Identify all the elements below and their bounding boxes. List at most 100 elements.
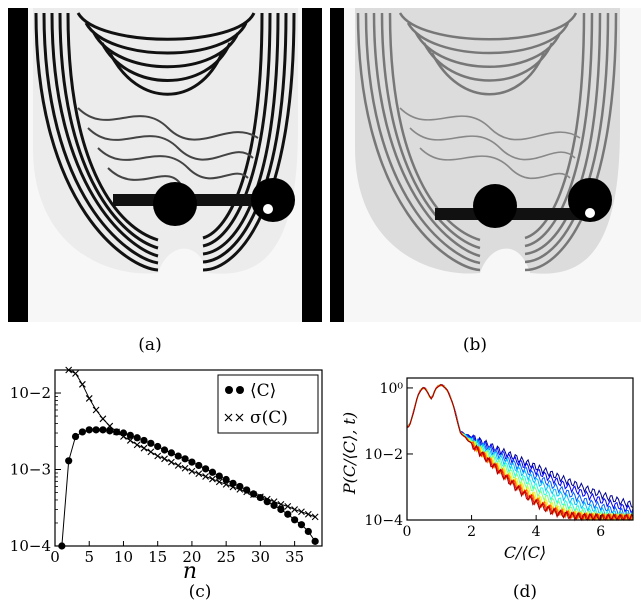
distribution-curve: [406, 383, 634, 522]
sigma-point: [161, 455, 168, 463]
sigma-point: [243, 488, 251, 496]
caption-a: (a): [138, 335, 162, 355]
chart-c-legend: ⟨C⟩ σ(C): [217, 374, 319, 434]
mean-point: [147, 439, 155, 447]
x-tick-label: 15: [148, 548, 167, 566]
sigma-point: [250, 491, 257, 498]
sigma-point: [126, 437, 134, 444]
sigma-point: [284, 502, 292, 510]
sigma-point: [256, 493, 264, 501]
photo-a-illustration: [8, 8, 322, 322]
sigma-point: [72, 370, 79, 377]
mean-point: [92, 426, 100, 434]
x-tick-label: 10: [114, 548, 133, 566]
mean-point: [188, 458, 196, 466]
sigma-point: [277, 500, 285, 508]
distribution-curve: [406, 384, 634, 515]
caption-b: (b): [462, 335, 488, 355]
mean-point: [284, 510, 292, 518]
sigma-point: [229, 483, 237, 491]
y-tick-label: 10−4: [10, 537, 51, 555]
sigma-point: [202, 473, 210, 480]
mean-point: [222, 475, 230, 484]
x-tick-label: 4: [532, 524, 541, 540]
sigma-point: [85, 395, 93, 402]
sigma-point: [167, 458, 175, 466]
legend-mean-label: ⟨C⟩: [250, 381, 276, 401]
mean-point: [154, 442, 162, 451]
mean-point: [202, 465, 210, 473]
chart-c-xlabel: n: [183, 559, 197, 582]
photo-mixing-pattern-b: [330, 8, 641, 322]
chart-c-frame: [54, 369, 323, 547]
mean-point: [304, 527, 312, 536]
mean-point: [126, 431, 134, 439]
sigma-point: [120, 433, 127, 440]
x-tick-label: 20: [182, 548, 201, 566]
sigma-point: [304, 510, 312, 518]
chart-d-frame: [406, 377, 634, 521]
chart-d-xlabel: C/⟨C⟩: [504, 543, 546, 562]
photo-mixing-pattern-a: [8, 8, 322, 322]
x-tick-label: 5: [84, 548, 94, 566]
legend-sigma-label: σ(C): [250, 408, 288, 428]
mean-point: [78, 428, 86, 436]
sigma-point: [133, 441, 141, 449]
series-mean-line: [61, 429, 316, 547]
x-tick-label: 35: [285, 548, 304, 566]
mean-point: [277, 505, 285, 514]
sigma-point: [106, 422, 114, 430]
distribution-curve: [406, 384, 634, 522]
y-tick-label: 10⁰: [380, 381, 404, 397]
y-tick-label: 10−2: [10, 384, 51, 402]
x-tick-label: 6: [596, 524, 605, 540]
distribution-curve: [406, 384, 634, 522]
mean-point: [71, 432, 80, 441]
sigma-point: [92, 406, 100, 414]
caption-d: (d): [512, 582, 538, 602]
mean-point: [119, 429, 128, 437]
sigma-point: [215, 478, 223, 486]
sigma-point: [154, 452, 162, 460]
sigma-point: [222, 480, 230, 488]
distribution-curve: [406, 384, 634, 522]
mean-point: [215, 472, 223, 480]
mean-point: [195, 461, 203, 470]
distribution-curve: [406, 384, 634, 522]
mean-point: [99, 426, 107, 434]
sigma-point: [188, 467, 196, 475]
sigma-point: [263, 495, 271, 503]
mean-point: [297, 521, 306, 529]
y-tick-label: 10−2: [365, 447, 403, 463]
photo-b-illustration: [330, 8, 641, 322]
distribution-curve: [406, 384, 634, 522]
mean-point: [133, 434, 141, 442]
sigma-point: [270, 498, 278, 506]
sigma-point: [78, 380, 86, 388]
x-tick-label: 25: [217, 548, 236, 566]
sigma-point: [298, 508, 305, 516]
mean-point: [174, 452, 182, 460]
caption-c: (c): [188, 582, 212, 602]
sigma-point: [140, 444, 148, 452]
x-tick-label: 30: [251, 548, 270, 566]
mean-point: [167, 449, 175, 457]
legend-mean-marker: [225, 386, 233, 394]
sigma-point: [311, 513, 319, 521]
chart-d-ylabel: P(C/⟨C⟩, t): [340, 412, 359, 495]
distribution-curve: [406, 383, 634, 522]
mean-point: [208, 468, 217, 476]
chart-c: 0 5 10 15 20 25 30 35 10−4 10−3 10−2 n ⟨C⟩ σ(C): [10, 366, 323, 582]
sigma-point: [195, 470, 203, 478]
x-tick-label: 2: [467, 524, 476, 540]
mean-point: [181, 455, 189, 463]
x-tick-label: 0: [403, 524, 412, 540]
mean-point: [65, 457, 73, 465]
mean-point: [311, 537, 319, 545]
mean-point: [140, 436, 148, 445]
sigma-point: [113, 428, 121, 436]
y-tick-label: 10−4: [365, 513, 404, 529]
chart-d: 0 2 4 6 10−4 10−2 10⁰ C/⟨C⟩ P(C/⟨C⟩, t): [340, 377, 634, 562]
x-tick-label: 0: [50, 548, 60, 566]
sigma-point: [291, 506, 299, 513]
